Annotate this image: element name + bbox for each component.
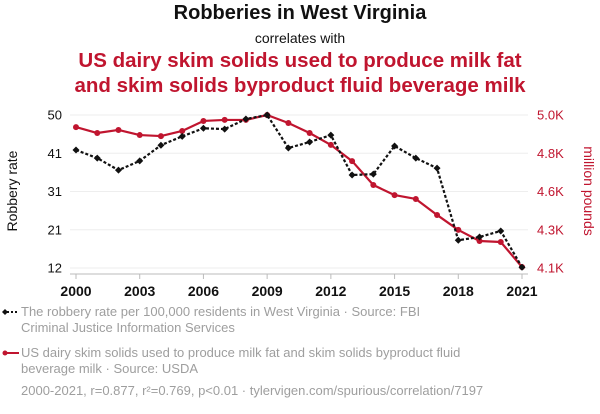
data-point-dairy <box>476 237 483 244</box>
chart-title: Robberies in West Virginia <box>173 2 427 24</box>
y-tick-label-right: 4.6K <box>537 184 564 199</box>
data-point-robbery <box>242 115 250 123</box>
x-tick-label: 2018 <box>443 283 474 299</box>
y-tick-label-left: 50 <box>48 108 62 123</box>
y-tick-label-left: 12 <box>48 261 62 276</box>
data-point-robbery <box>369 170 377 178</box>
x-tick-label: 2015 <box>379 283 410 299</box>
data-point-robbery <box>518 263 526 271</box>
y-tick-label-right: 5.0K <box>537 108 564 123</box>
legend-label-dairy-1: US dairy skim solids used to produce mil… <box>21 345 461 360</box>
y-tick-label-left: 41 <box>48 146 62 161</box>
x-tick-label: 2009 <box>252 283 283 299</box>
data-point-dairy <box>391 192 398 199</box>
y-tick-label-right: 4.8K <box>537 146 564 161</box>
x-tick-label: 2000 <box>60 283 91 299</box>
x-tick-label: 2012 <box>315 283 346 299</box>
series-line-dairy <box>75 113 523 268</box>
y-axis-label-right: million pounds <box>581 146 597 236</box>
data-point-robbery <box>178 132 186 140</box>
data-point-robbery <box>157 141 165 149</box>
x-tick-label: 2006 <box>188 283 219 299</box>
data-point-dairy <box>370 182 377 189</box>
data-point-dairy <box>412 195 419 202</box>
data-point-robbery <box>476 233 484 241</box>
data-point-dairy <box>455 226 462 233</box>
gridlines <box>70 114 528 269</box>
data-point-robbery <box>412 154 420 162</box>
data-point-robbery <box>284 144 292 152</box>
data-point-dairy <box>327 141 334 148</box>
data-point-robbery <box>454 236 462 244</box>
title2-line1: US dairy skim solids used to produce mil… <box>78 49 522 72</box>
axes: 12 21 31 41 50 4.1K 4.3K 4.6K 4.8K 5.0K 2000 2003 20… <box>4 108 597 300</box>
data-point-robbery <box>348 171 356 179</box>
data-point-robbery <box>136 157 144 165</box>
series-dairy <box>73 112 525 270</box>
data-point-robbery <box>93 154 101 162</box>
data-point-robbery <box>497 227 505 235</box>
data-point-dairy <box>179 127 186 134</box>
data-point-dairy <box>94 130 101 137</box>
legend-label-robbery-2: Criminal Justice Information Services <box>21 320 235 335</box>
legend-label-dairy-2: beverage milk · Source: USDA <box>21 361 199 376</box>
data-point-dairy <box>221 116 228 123</box>
x-tick-label: 2021 <box>506 283 537 299</box>
y-axis-label-left: Robbery rate <box>4 150 20 231</box>
y-tick-label-right: 4.3K <box>537 222 564 237</box>
y-tick-label-left: 21 <box>48 222 62 237</box>
data-point-dairy <box>136 132 143 139</box>
data-point-robbery <box>199 124 207 132</box>
series-robbery <box>72 111 526 271</box>
data-point-robbery <box>221 125 229 133</box>
legend-label-robbery-1: The robbery rate per 100,000 residents i… <box>21 304 421 319</box>
data-point-dairy <box>306 130 313 137</box>
data-point-dairy <box>157 133 164 140</box>
data-point-dairy <box>200 117 207 124</box>
legend-item-dairy: US dairy skim solids used to produce mil… <box>0 345 600 377</box>
y-tick-label-right: 4.1K <box>537 261 564 276</box>
data-point-robbery <box>327 131 335 139</box>
x-tick-label: 2003 <box>124 283 155 299</box>
data-point-dairy <box>349 158 356 165</box>
data-point-robbery <box>433 164 441 172</box>
chart-title-secondary: US dairy skim solids used to produce mil… <box>0 48 600 98</box>
footer-stats: 2000-2021, r=0.877, r²=0.769, p<0.01 · t… <box>21 383 484 398</box>
data-point-robbery <box>72 146 80 154</box>
data-point-dairy <box>434 211 441 218</box>
title2-line2: and skim solids byproduct fluid beverage… <box>74 74 526 97</box>
data-point-dairy <box>115 126 122 133</box>
data-point-dairy <box>73 124 79 131</box>
chart-subtitle: correlates with <box>254 30 346 46</box>
y-tick-label-left: 31 <box>48 184 62 199</box>
legend-swatch-robbery <box>2 309 18 315</box>
data-point-robbery <box>391 142 399 150</box>
legend-swatch-dairy <box>2 350 19 356</box>
data-point-robbery <box>114 166 122 174</box>
data-point-dairy <box>497 238 504 245</box>
data-point-robbery <box>263 111 271 119</box>
data-point-dairy <box>285 119 292 126</box>
legend-item-robbery: The robbery rate per 100,000 residents i… <box>0 304 600 336</box>
data-point-robbery <box>306 138 314 146</box>
